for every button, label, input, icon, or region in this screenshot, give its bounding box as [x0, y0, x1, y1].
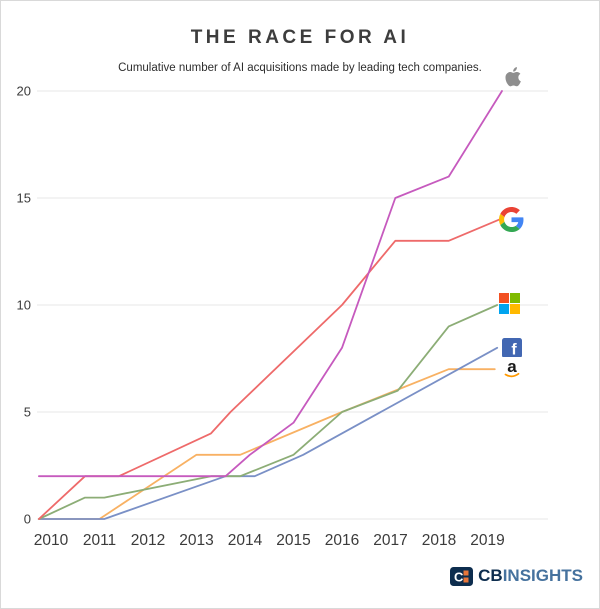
svg-text:C: C	[454, 569, 464, 584]
y-tick-label-15: 15	[17, 191, 31, 206]
series-line-microsoft	[38, 304, 499, 520]
series-line-apple	[38, 90, 503, 478]
x-tick-label-2013: 2013	[179, 532, 213, 549]
y-tick-label-10: 10	[17, 298, 31, 313]
series-line-facebook	[38, 346, 499, 520]
x-tick-label-2016: 2016	[325, 532, 359, 549]
x-tick-label-2010: 2010	[34, 532, 69, 549]
y-tick-label-5: 5	[24, 405, 31, 420]
x-tick-label-2017: 2017	[373, 532, 407, 549]
x-tick-label-2018: 2018	[422, 532, 456, 549]
svg-text:f: f	[511, 342, 517, 359]
y-tick-label-20: 20	[17, 84, 31, 99]
brand-name: CBINSIGHTS	[478, 566, 583, 586]
x-tick-label-2014: 2014	[228, 532, 263, 549]
apple-logo-icon	[502, 63, 525, 89]
google-logo-icon	[499, 207, 524, 232]
x-tick-label-2011: 2011	[83, 532, 116, 549]
facebook-logo-icon: f	[502, 338, 522, 359]
microsoft-logo-icon	[499, 293, 520, 314]
series-line-google	[38, 218, 501, 520]
chart-subtitle: Cumulative number of AI acquisitions mad…	[118, 62, 482, 74]
cbinsights-mark-icon: C	[450, 566, 474, 586]
amazon-logo-icon: a	[502, 357, 522, 380]
brand-insights: INSIGHTS	[502, 566, 583, 585]
x-tick-label-2019: 2019	[470, 532, 504, 549]
footer-brand: C CBINSIGHTS	[1, 566, 583, 586]
x-tick-label-2012: 2012	[131, 532, 165, 549]
chart-title: THE RACE FOR AI	[190, 27, 410, 48]
brand-cb: CB	[478, 566, 503, 585]
svg-text:a: a	[507, 357, 517, 376]
y-tick-label-0: 0	[24, 512, 31, 527]
x-tick-label-2015: 2015	[276, 532, 310, 549]
